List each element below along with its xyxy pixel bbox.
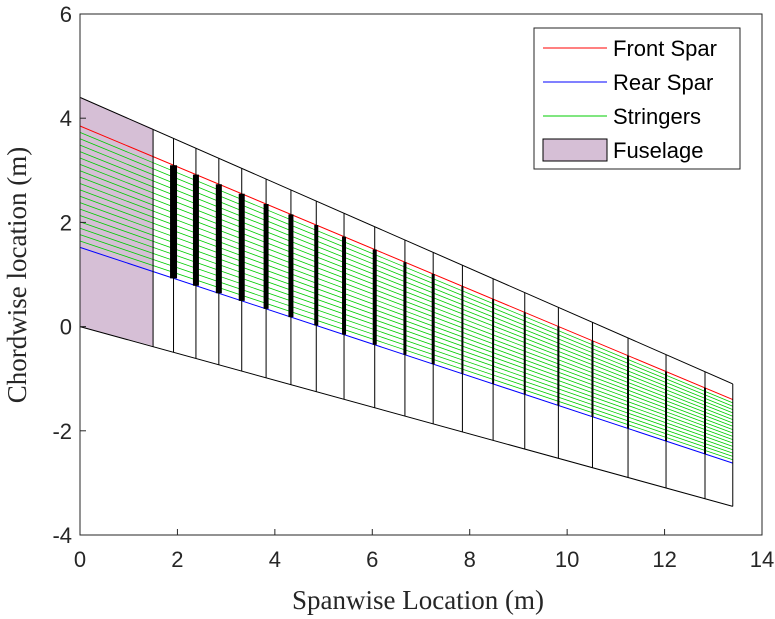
- legend: Front Spar Rear Spar Stringers Fuselage: [533, 27, 741, 170]
- legend-label-front-spar: Front Spar: [613, 36, 717, 61]
- plot-area: [79, 96, 734, 507]
- legend-label-stringers: Stringers: [613, 104, 701, 129]
- x-axis: 0 2 4 6 8 10 12 14: [74, 529, 774, 572]
- x-axis-label: Spanwise Location (m): [292, 585, 544, 615]
- y-tick-label: 0: [60, 315, 72, 340]
- x-tick-label: 12: [652, 547, 676, 572]
- x-tick-label: 6: [366, 547, 378, 572]
- y-tick-label: -2: [52, 419, 72, 444]
- y-axis-label: Chordwise location (m): [2, 147, 32, 403]
- legend-label-rear-spar: Rear Spar: [613, 70, 713, 95]
- x-tick-label: 8: [464, 547, 476, 572]
- x-tick-label: 0: [74, 547, 86, 572]
- fuselage-region: [80, 97, 154, 346]
- y-tick-label: 2: [60, 210, 72, 235]
- y-tick-label: 4: [60, 106, 72, 131]
- x-tick-label: 10: [555, 547, 579, 572]
- wing-trailing-edge: [79, 326, 733, 507]
- x-tick-label: 14: [750, 547, 774, 572]
- y-axis: -4 -2 0 2 4 6: [52, 2, 86, 548]
- wing-leading-edge: [79, 96, 733, 385]
- axes-box: [79, 13, 763, 536]
- legend-swatch-fuselage: [542, 138, 608, 162]
- y-tick-label: -4: [52, 523, 72, 548]
- x-tick-label: 4: [269, 547, 281, 572]
- legend-label-fuselage: Fuselage: [613, 138, 704, 163]
- rear-spar-line: [79, 246, 733, 464]
- x-tick-label: 2: [171, 547, 183, 572]
- y-tick-label: 6: [60, 2, 72, 27]
